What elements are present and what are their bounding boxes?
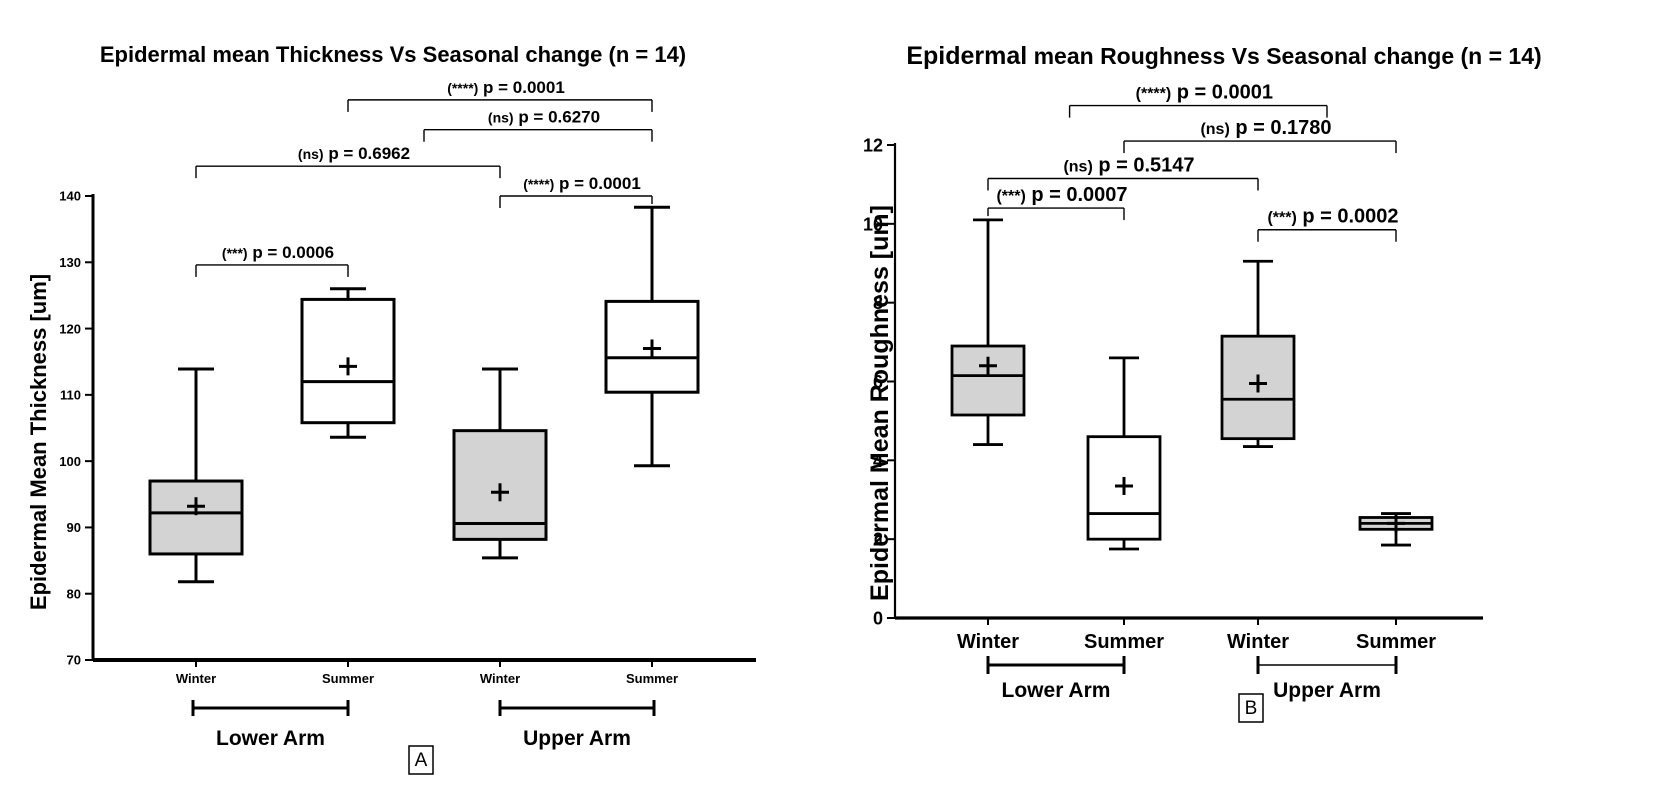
panel-a-chart: Epidermal mean Thickness Vs Seasonal cha…	[26, 42, 756, 775]
comparison-annotation: (***) p = 0.0007	[996, 184, 1127, 206]
panel-a-title: Epidermal mean Thickness Vs Seasonal cha…	[100, 42, 686, 67]
comparison-p-value: p = 0.0001	[478, 78, 564, 97]
y-tick-label: 90	[67, 520, 81, 535]
comparison-annotation: (***) p = 0.0006	[222, 243, 334, 262]
comparison-p-value: p = 0.0001	[554, 174, 640, 193]
panel-a-letter-box	[408, 745, 434, 775]
group-label: Upper Arm	[1273, 679, 1381, 702]
panel-b-title: Epidermal mean Roughness Vs Seasonal cha…	[906, 42, 1541, 70]
comparison-significance: (****)	[1136, 86, 1172, 103]
x-category-label: Winter	[176, 671, 216, 686]
box-iqr	[148, 479, 244, 556]
comparison-p-value: p = 0.6962	[324, 144, 410, 163]
x-category-label: Winter	[1227, 631, 1289, 653]
comparison-significance: (****)	[447, 80, 478, 96]
comparison-significance: (****)	[523, 176, 554, 192]
comparison-annotation: (ns) p = 0.5147	[1063, 155, 1194, 177]
comparison-p-value: p = 0.6270	[514, 108, 600, 127]
panel-b-title-rest: mean Roughness Vs Seasonal change (n = 1…	[1027, 43, 1541, 69]
comparison-annotation: (***) p = 0.0002	[1267, 206, 1398, 228]
x-category-label: Summer	[1084, 631, 1164, 653]
y-tick-label: 10	[863, 214, 883, 234]
x-category-label: Winter	[957, 631, 1019, 653]
x-category-label: Summer	[322, 671, 374, 686]
panel-b-chart: Epidermal mean Roughness Vs Seasonal cha…	[863, 42, 1542, 723]
comparison-significance: (***)	[222, 245, 248, 261]
x-category-label: Winter	[480, 671, 520, 686]
comparison-annotation: (****) p = 0.0001	[1136, 82, 1273, 104]
x-category-label: Summer	[1356, 631, 1436, 653]
y-tick-label: 120	[59, 321, 81, 336]
y-tick-label: 0	[873, 608, 883, 628]
panel-b-title-bold: Epidermal	[906, 42, 1027, 70]
panel-b-letter: B	[1245, 698, 1258, 719]
y-tick-label: 4	[873, 451, 883, 471]
panel-b-plot-area: 0 2 4 6 8 10 12 Winter Summer Winter Summer (***) p…	[863, 82, 1483, 702]
comparison-annotation: (****) p = 0.0001	[447, 78, 565, 97]
panel-b-letter-box	[1238, 693, 1264, 723]
box-iqr	[950, 344, 1026, 417]
y-tick-label: 12	[863, 135, 883, 155]
panel-b-y-axis-label: Epidermal Mean Roughness [um]	[866, 205, 894, 601]
comparison-p-value: p = 0.0006	[248, 243, 334, 262]
x-category-label: Summer	[626, 671, 678, 686]
group-label: Lower Arm	[216, 727, 325, 750]
group-label: Lower Arm	[1002, 679, 1111, 702]
y-tick-label: 2	[873, 530, 883, 550]
panel-a-y-axis-label: Epidermal Mean Thickness [um]	[26, 274, 51, 610]
y-tick-label: 70	[67, 653, 81, 668]
y-tick-label: 100	[59, 454, 81, 469]
y-tick-label: 110	[60, 388, 81, 403]
y-tick-label: 80	[67, 586, 81, 601]
panel-a-letter: A	[415, 750, 428, 771]
comparison-significance: (ns)	[488, 110, 514, 126]
comparison-significance: (ns)	[1200, 121, 1229, 138]
comparison-significance: (ns)	[1063, 159, 1092, 176]
comparison-p-value: p = 0.5147	[1093, 155, 1195, 177]
comparison-annotation: (****) p = 0.0001	[523, 174, 641, 193]
y-tick-label: 140	[59, 189, 81, 204]
comparison-p-value: p = 0.0001	[1171, 82, 1273, 104]
panel-a-plot-area: 70 80 90 100 110 120 130 140 Winter Summer Winter S…	[59, 78, 756, 750]
comparison-annotation: (ns) p = 0.6270	[488, 108, 600, 127]
comparison-annotation: (ns) p = 0.6962	[298, 144, 410, 163]
comparison-significance: (***)	[996, 188, 1025, 205]
comparison-p-value: p = 0.0007	[1026, 184, 1128, 206]
group-label: Upper Arm	[523, 727, 631, 750]
comparison-p-value: p = 0.0002	[1297, 206, 1399, 228]
comparison-significance: (***)	[1267, 210, 1296, 227]
comparison-significance: (ns)	[298, 146, 324, 162]
y-tick-label: 8	[873, 293, 883, 313]
comparison-p-value: p = 0.1780	[1230, 117, 1332, 139]
y-tick-label: 6	[873, 372, 883, 392]
y-tick-label: 130	[59, 255, 81, 270]
comparison-annotation: (ns) p = 0.1780	[1200, 117, 1331, 139]
